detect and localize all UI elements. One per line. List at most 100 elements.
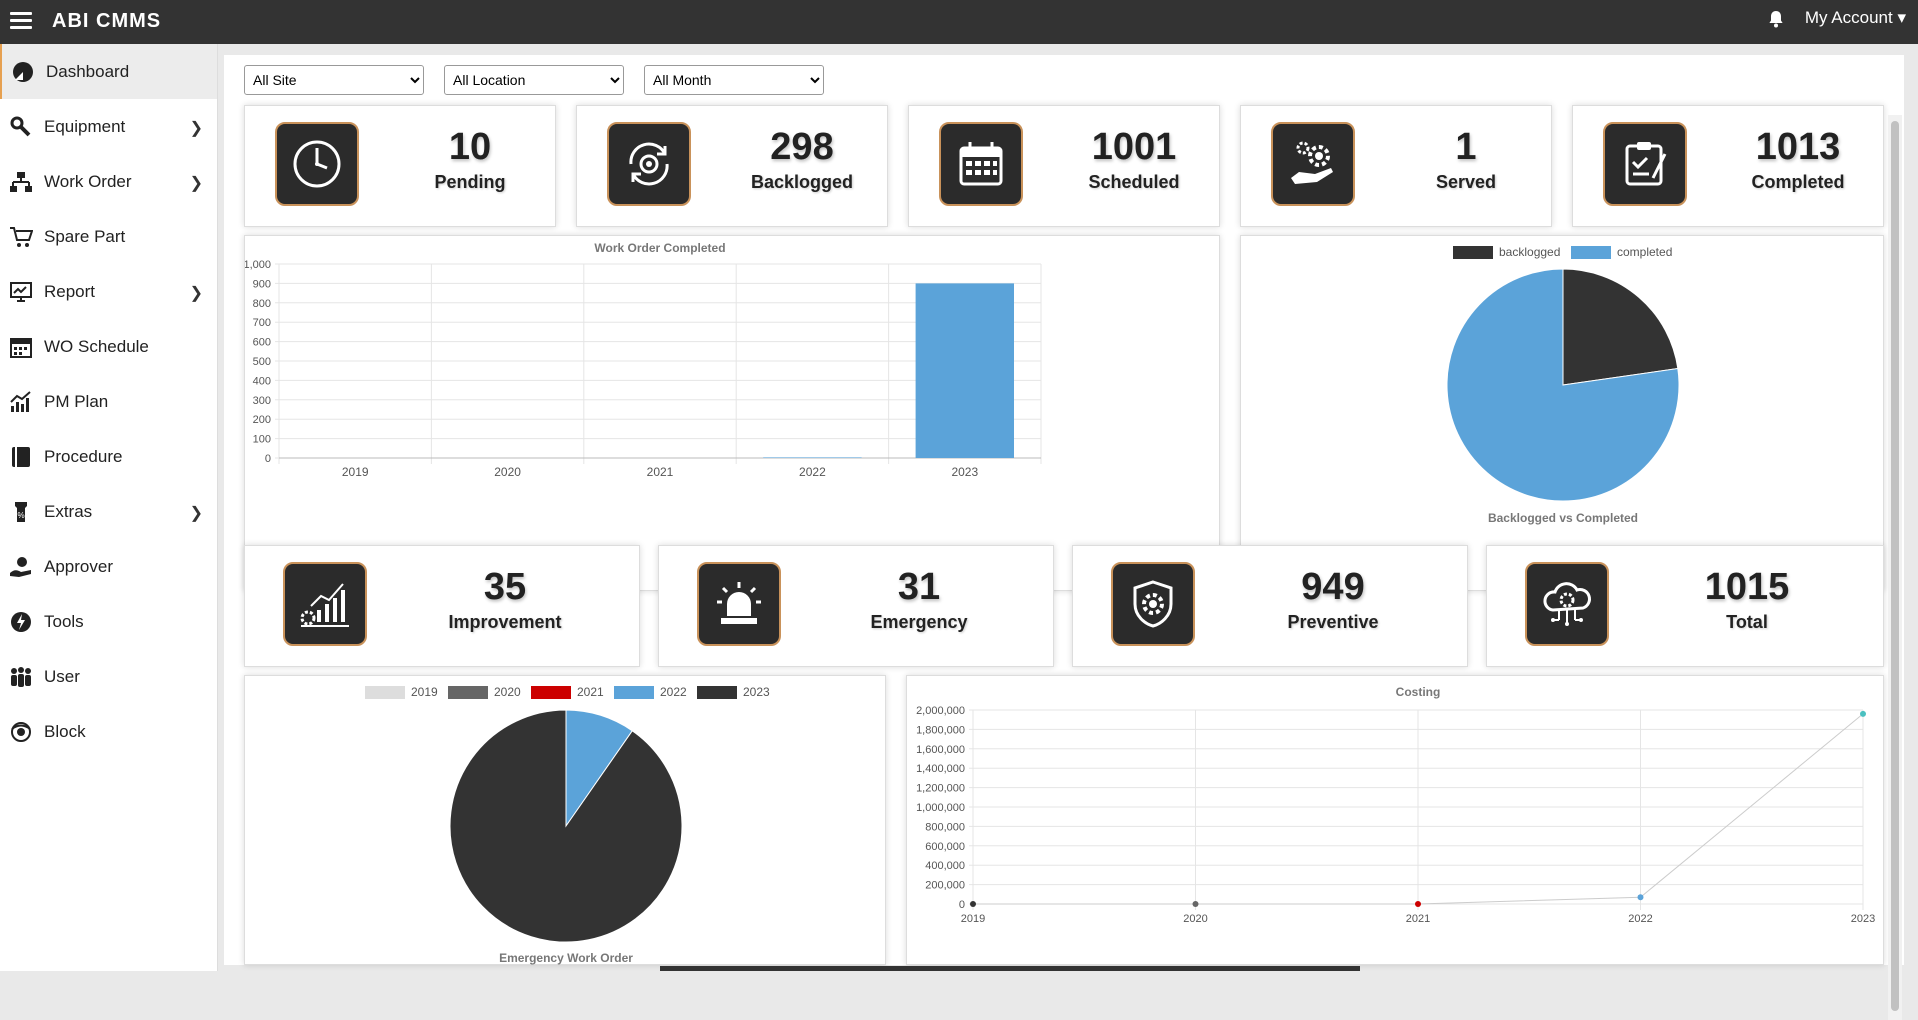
dashboard-icon xyxy=(10,59,36,85)
refresh-gear-icon xyxy=(607,122,691,206)
stat-card-total[interactable]: 1015 Total xyxy=(1486,545,1884,667)
approver-icon xyxy=(8,554,34,580)
x-tick-label: 2022 xyxy=(1628,913,1652,925)
sidebar-item-user[interactable]: User xyxy=(0,649,217,704)
siren-icon xyxy=(697,562,781,646)
y-tick-label: 2,000,000 xyxy=(916,705,965,717)
y-tick-label: 600,000 xyxy=(925,841,965,853)
bell-icon[interactable] xyxy=(1766,9,1788,31)
sidebar-item-label: User xyxy=(44,666,80,686)
x-tick-label: 2020 xyxy=(494,465,521,479)
chart-title: Emergency Work Order xyxy=(499,951,633,965)
sidebar-item-label: Work Order xyxy=(44,171,132,191)
sidebar-item-label: Extras xyxy=(44,501,93,521)
month-select[interactable]: All Month xyxy=(644,65,824,95)
legend-swatch xyxy=(1453,246,1493,259)
y-tick-label: 900 xyxy=(253,278,271,290)
legend-label: 2021 xyxy=(577,685,604,699)
cloud-gear-icon xyxy=(1525,562,1609,646)
sidebar-item-wo-schedule[interactable]: WO Schedule xyxy=(0,319,217,374)
y-tick-label: 800 xyxy=(253,298,271,310)
clipboard-check-icon xyxy=(1603,122,1687,206)
stat-card-pending[interactable]: 10 Pending xyxy=(244,105,556,227)
y-tick-label: 300 xyxy=(253,395,271,407)
sidebar: Dashboard Equipment ❯ Work Order ❯ Spare… xyxy=(0,44,218,971)
stat-card-completed[interactable]: 1013 Completed xyxy=(1572,105,1884,227)
legend-swatch xyxy=(448,686,488,699)
site-select[interactable]: All Site xyxy=(244,65,424,95)
y-tick-label: 1,200,000 xyxy=(916,783,965,795)
stat-card-improvement[interactable]: 35 Improvement xyxy=(244,545,640,667)
stat-card-emergency[interactable]: 31 Emergency xyxy=(658,545,1054,667)
block-icon xyxy=(8,719,34,745)
sidebar-item-label: Dashboard xyxy=(46,61,130,81)
stat-value: 949 xyxy=(1301,566,1365,608)
sidebar-item-pm-plan[interactable]: PM Plan xyxy=(0,374,217,429)
y-tick-label: 100 xyxy=(253,434,271,446)
sidebar-item-spare-part[interactable]: Spare Part xyxy=(0,209,217,264)
y-tick-label: 600 xyxy=(253,337,271,349)
stat-label: Preventive xyxy=(1287,612,1379,632)
sidebar-item-tools[interactable]: Tools xyxy=(0,594,217,649)
data-point xyxy=(1860,710,1866,717)
work-order-completed-chart: Work Order Completed 0 100 200 300 400 500 600 7… xyxy=(243,235,1220,591)
pie-slice xyxy=(1446,268,1680,502)
x-tick-label: 2019 xyxy=(961,913,985,925)
sidebar-item-work-order[interactable]: Work Order ❯ xyxy=(0,154,217,209)
bar xyxy=(915,283,1014,458)
legend-label: 2022 xyxy=(660,685,687,699)
legend-label: 2020 xyxy=(494,685,521,699)
chart-title: Work Order Completed xyxy=(594,241,725,255)
costing-chart: Costing 0 200,000 400,000 600,000 800,000 1,00… xyxy=(906,675,1884,965)
stat-value: 10 xyxy=(448,126,492,168)
horizontal-scrollbar[interactable] xyxy=(660,966,1360,971)
x-tick-label: 2019 xyxy=(342,465,369,479)
sidebar-item-report[interactable]: Report ❯ xyxy=(0,264,217,319)
stat-card-preventive[interactable]: 949 Preventive xyxy=(1072,545,1468,667)
y-tick-label: 0 xyxy=(265,453,271,465)
stat-value: 1 xyxy=(1455,126,1477,168)
sidebar-item-equipment[interactable]: Equipment ❯ xyxy=(0,99,217,154)
legend-label: completed xyxy=(1617,245,1672,259)
top-bar: ABI CMMS My Account ▾ xyxy=(0,0,1918,44)
shield-gear-icon xyxy=(1111,562,1195,646)
stat-label: Scheduled xyxy=(1088,172,1180,192)
location-select[interactable]: All Location xyxy=(444,65,624,95)
sidebar-item-block[interactable]: Block xyxy=(0,704,217,759)
x-tick-label: 2023 xyxy=(951,465,978,479)
y-tick-label: 1,000 xyxy=(245,259,271,271)
calendar-icon xyxy=(8,334,34,360)
tag-icon: % xyxy=(8,499,34,525)
stat-label: Completed xyxy=(1751,172,1845,192)
growth-chart-icon xyxy=(283,562,367,646)
sidebar-item-dashboard[interactable]: Dashboard xyxy=(0,44,217,99)
sidebar-item-procedure[interactable]: Procedure xyxy=(0,429,217,484)
scrollbar-thumb[interactable] xyxy=(1891,121,1899,1011)
pie-chart-svg: backlogged completed Backlogged vs Complet… xyxy=(1446,245,1680,525)
stat-label: Improvement xyxy=(448,612,562,632)
sidebar-item-approver[interactable]: Approver xyxy=(0,539,217,594)
legend-swatch xyxy=(531,686,571,699)
sidebar-item-extras[interactable]: % Extras ❯ xyxy=(0,484,217,539)
bar-chart-svg: Work Order Completed 0 100 200 300 400 500 600 7… xyxy=(243,241,1042,479)
work-order-icon xyxy=(8,169,34,195)
x-tick-label: 2020 xyxy=(1183,913,1207,925)
chevron-right-icon: ❯ xyxy=(189,175,203,192)
data-point xyxy=(970,901,976,907)
sidebar-item-label: Report xyxy=(44,281,96,301)
app-title: ABI CMMS xyxy=(52,10,162,32)
sidebar-item-label: Tools xyxy=(44,611,84,631)
y-tick-label: 1,800,000 xyxy=(916,724,965,736)
y-tick-label: 500 xyxy=(253,356,271,368)
vertical-scrollbar[interactable] xyxy=(1888,115,1902,1020)
cart-icon xyxy=(8,224,34,250)
hamburger-menu-icon[interactable] xyxy=(10,9,32,31)
y-tick-label: 0 xyxy=(959,899,965,911)
report-icon xyxy=(8,279,34,305)
sidebar-item-label: Procedure xyxy=(44,446,123,466)
stat-card-served[interactable]: 1 Served xyxy=(1240,105,1552,227)
my-account-menu[interactable]: My Account ▾ xyxy=(1804,8,1906,27)
stat-label: Emergency xyxy=(870,612,968,632)
stat-card-backlogged[interactable]: 298 Backlogged xyxy=(576,105,888,227)
stat-card-scheduled[interactable]: 1001 Scheduled xyxy=(908,105,1220,227)
